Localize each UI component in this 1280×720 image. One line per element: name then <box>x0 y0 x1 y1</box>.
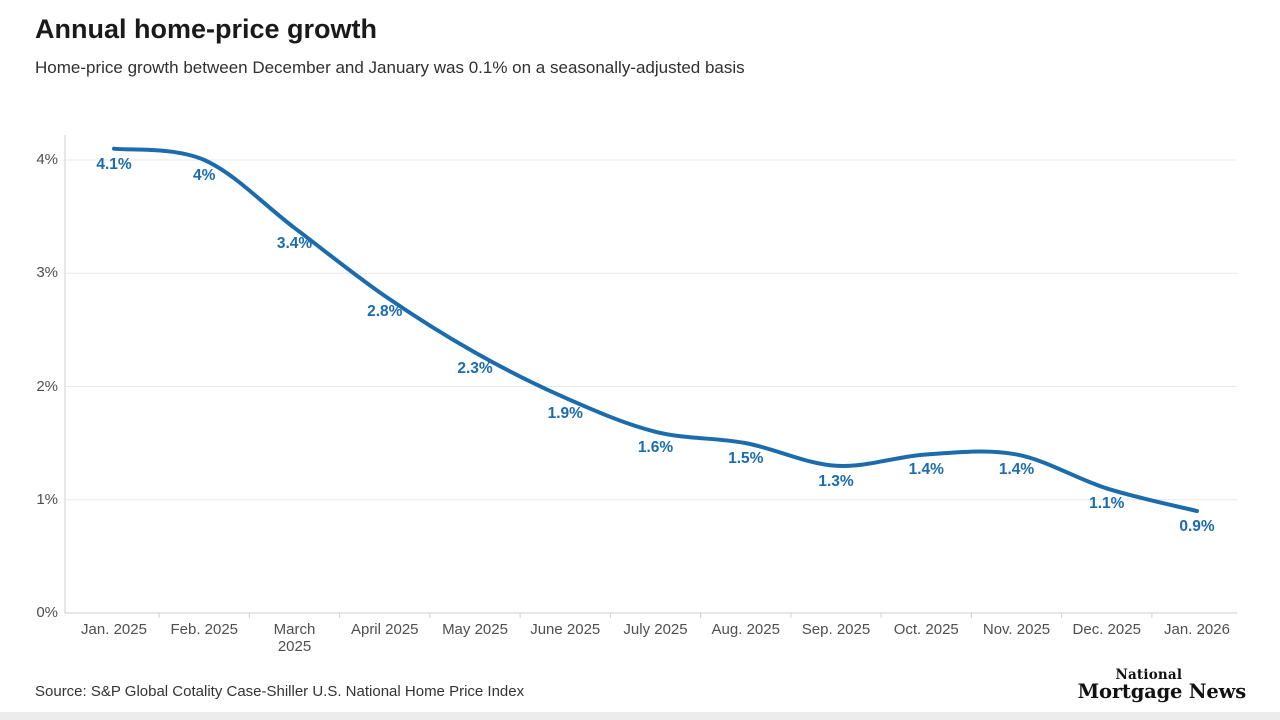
x-axis-label: Nov. 2025 <box>982 621 1051 638</box>
data-line-series <box>112 146 1199 514</box>
data-point-label: 2.8% <box>367 302 403 320</box>
data-point-label: 4% <box>193 167 216 184</box>
y-axis-label: 0% <box>36 604 58 621</box>
data-point-label: 3.4% <box>276 234 313 252</box>
x-axis-label: Oct. 2025 <box>893 621 959 638</box>
x-axis-label: June 2025 <box>530 621 601 638</box>
data-point-label: 1.6% <box>637 438 674 456</box>
x-axis-label: Aug. 2025 <box>711 621 780 638</box>
data-point-label: 1.4% <box>908 461 944 479</box>
x-axis-label: April 2025 <box>350 621 419 638</box>
data-point-label: 1.4% <box>998 461 1035 479</box>
data-point-label: 1.3% <box>818 472 854 490</box>
chart-title: Annual home-price growth <box>35 14 378 44</box>
x-axis-label: Feb. 2025 <box>170 621 239 638</box>
x-axis-label: Jan. 2025 <box>81 621 147 638</box>
national-mortgage-news-logo: National Mortgage News <box>1077 668 1247 703</box>
data-point-label: 2.3% <box>457 359 493 377</box>
y-axis-label: 2% <box>36 377 58 395</box>
data-point-label: 4.1% <box>96 155 132 173</box>
x-axis-label: Dec. 2025 <box>1072 621 1141 638</box>
source-note: Source: S&P Global Cotality Case-Shiller… <box>35 683 525 700</box>
x-axis-label: Sep. 2025 <box>801 621 871 638</box>
x-axis-label: May 2025 <box>442 621 508 638</box>
x-axis-label: Jan. 2026 <box>1164 621 1230 638</box>
x-axis-label: March 2025 <box>273 621 316 655</box>
logo-line-national: National <box>1115 667 1183 683</box>
y-axis-label: 4% <box>36 151 58 168</box>
y-axis-label: 1% <box>36 490 58 508</box>
data-point-label: 0.9% <box>1179 518 1215 536</box>
data-point-label: 1.9% <box>547 404 583 422</box>
data-point-label: 1.5% <box>728 450 764 468</box>
logo-line-mortgage-news: Mortgage News <box>1077 679 1247 703</box>
x-axis-label: July 2025 <box>623 621 688 638</box>
y-axis-label: 3% <box>36 264 58 282</box>
chart-subtitle: Home-price growth between December and J… <box>35 58 745 77</box>
bottom-edge-strip <box>0 712 1280 720</box>
data-point-label: 1.1% <box>1089 495 1125 513</box>
